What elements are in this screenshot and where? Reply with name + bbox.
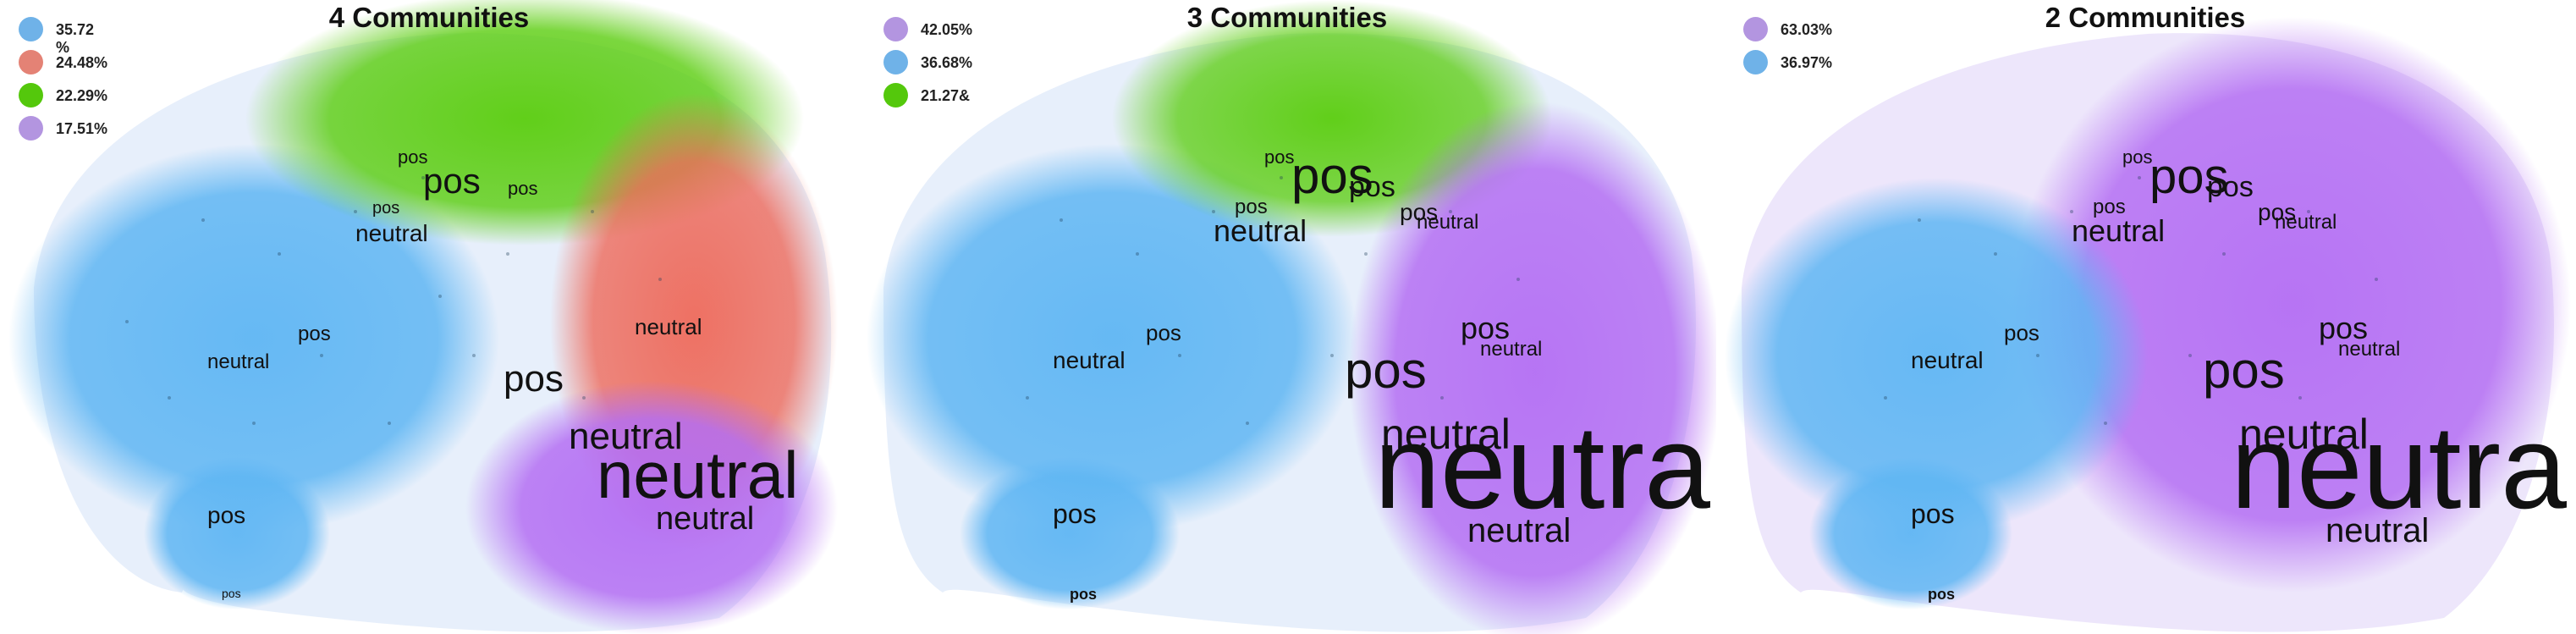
community-blue-tail bbox=[960, 457, 1180, 609]
node-label: neutral bbox=[207, 350, 269, 373]
panel-4-communities: pos pos neutral pos pos neutral pos neut… bbox=[0, 0, 858, 634]
node-label: pos bbox=[1070, 586, 1097, 603]
node-label: pos bbox=[508, 178, 537, 199]
node-label: pos bbox=[1345, 342, 1427, 399]
node-labels: pos pos pos neutral pos neutral pos neut… bbox=[1911, 146, 2574, 603]
node-label: pos bbox=[2203, 342, 2285, 399]
node-label: pos bbox=[207, 502, 245, 528]
legend-label: 24.48% bbox=[56, 54, 108, 71]
node-label: neutral bbox=[1911, 347, 1984, 373]
node-label: pos bbox=[2004, 320, 2039, 345]
node-speckle bbox=[125, 176, 662, 425]
node-label: neutral bbox=[1381, 411, 1511, 458]
node-label: pos bbox=[2319, 311, 2368, 345]
legend-label: 36.97% bbox=[1781, 54, 1833, 71]
community-purple bbox=[2012, 17, 2571, 593]
node-label: pos bbox=[298, 323, 331, 345]
node-label: pos bbox=[372, 199, 399, 218]
node-label: pos bbox=[2258, 199, 2296, 225]
node-label: pos bbox=[1911, 499, 1955, 529]
legend-swatch bbox=[1743, 50, 1768, 74]
node-label: neutral bbox=[2072, 213, 2165, 248]
panel-title: 3 Communities bbox=[1186, 2, 1388, 33]
node-label: pos bbox=[2149, 149, 2229, 204]
node-label: neutral bbox=[2338, 338, 2400, 361]
community-blue-tail bbox=[1809, 457, 2012, 609]
node-label: neutral bbox=[355, 220, 428, 246]
node-label: pos bbox=[504, 358, 564, 400]
legend-label: 17.51% bbox=[56, 120, 108, 137]
node-label: neutral bbox=[1214, 213, 1307, 248]
community-blue bbox=[8, 144, 499, 533]
legend-label: 21.27& bbox=[921, 87, 971, 104]
network-graph-4: pos pos neutral pos pos neutral pos neut… bbox=[8, 0, 838, 634]
community-blue bbox=[867, 144, 1357, 533]
node-label: pos bbox=[1235, 196, 1268, 218]
legend-swatch bbox=[19, 83, 43, 108]
panel-title: 2 Communities bbox=[2045, 2, 2246, 33]
node-label: pos bbox=[1053, 499, 1097, 529]
legend-label: 22.29% bbox=[56, 87, 108, 104]
node-label: neutral bbox=[1374, 400, 1716, 533]
community-purple bbox=[465, 381, 838, 634]
community-blue-tail bbox=[144, 457, 330, 609]
legend-label: 42.05% bbox=[921, 21, 973, 38]
node-label: neutral bbox=[2275, 211, 2337, 234]
node-label: pos bbox=[1291, 147, 1373, 204]
panel-2-communities: pos pos pos neutral pos neutral pos neut… bbox=[1716, 0, 2574, 634]
panel-3-communities: pos pos pos neutral pos neutral pos neut… bbox=[858, 0, 1716, 634]
legend-swatch bbox=[19, 17, 43, 41]
node-label: neutral bbox=[597, 438, 799, 512]
legend-label: 63.03% bbox=[1781, 21, 1833, 38]
node-label: pos bbox=[2093, 196, 2126, 218]
legend-swatch bbox=[1743, 17, 1768, 41]
node-label: neutral bbox=[2326, 512, 2429, 549]
node-labels: pos pos pos neutral pos neutral pos neut… bbox=[1053, 146, 1716, 603]
node-speckle bbox=[1026, 176, 1520, 425]
node-label: pos bbox=[1146, 320, 1181, 345]
legend-swatch bbox=[19, 50, 43, 74]
node-label: neutral bbox=[1053, 347, 1126, 373]
node-label: pos bbox=[1349, 171, 1395, 203]
node-label: pos bbox=[222, 587, 241, 600]
node-speckle bbox=[1884, 176, 2378, 425]
panel-title: 4 Communities bbox=[328, 2, 530, 33]
node-labels: pos pos neutral pos pos neutral pos neut… bbox=[207, 146, 799, 600]
legend-swatch bbox=[19, 116, 43, 141]
legend-label: 36.68% bbox=[921, 54, 973, 71]
node-label: pos bbox=[423, 161, 481, 201]
legend-swatch bbox=[883, 50, 908, 74]
node-label: neutral bbox=[1417, 211, 1478, 234]
community-blue bbox=[1725, 178, 2148, 533]
network-graph-2: pos pos pos neutral pos neutral pos neut… bbox=[1725, 17, 2574, 632]
node-label: neutral bbox=[656, 501, 754, 537]
node-label: pos bbox=[1400, 199, 1438, 225]
node-label: neutral bbox=[569, 416, 683, 457]
network-graph-3: pos pos pos neutral pos neutral pos neut… bbox=[867, 0, 1716, 634]
node-label: neutral bbox=[2239, 411, 2369, 458]
community-purple bbox=[1349, 102, 1716, 634]
node-label: pos bbox=[2207, 171, 2254, 203]
node-label: neutral bbox=[1480, 338, 1542, 361]
node-label: neutral bbox=[1467, 512, 1571, 549]
legend-swatch bbox=[883, 17, 908, 41]
node-label: pos bbox=[1264, 146, 1294, 168]
node-label: neutral bbox=[635, 314, 702, 339]
node-label: pos bbox=[1928, 586, 1955, 603]
legend-swatch bbox=[883, 83, 908, 108]
node-label: pos bbox=[398, 146, 427, 168]
node-label: neutral bbox=[2231, 400, 2574, 533]
node-label: pos bbox=[2122, 146, 2152, 168]
node-label: pos bbox=[1461, 311, 1510, 345]
legend-label: 35.72 % bbox=[56, 21, 95, 56]
